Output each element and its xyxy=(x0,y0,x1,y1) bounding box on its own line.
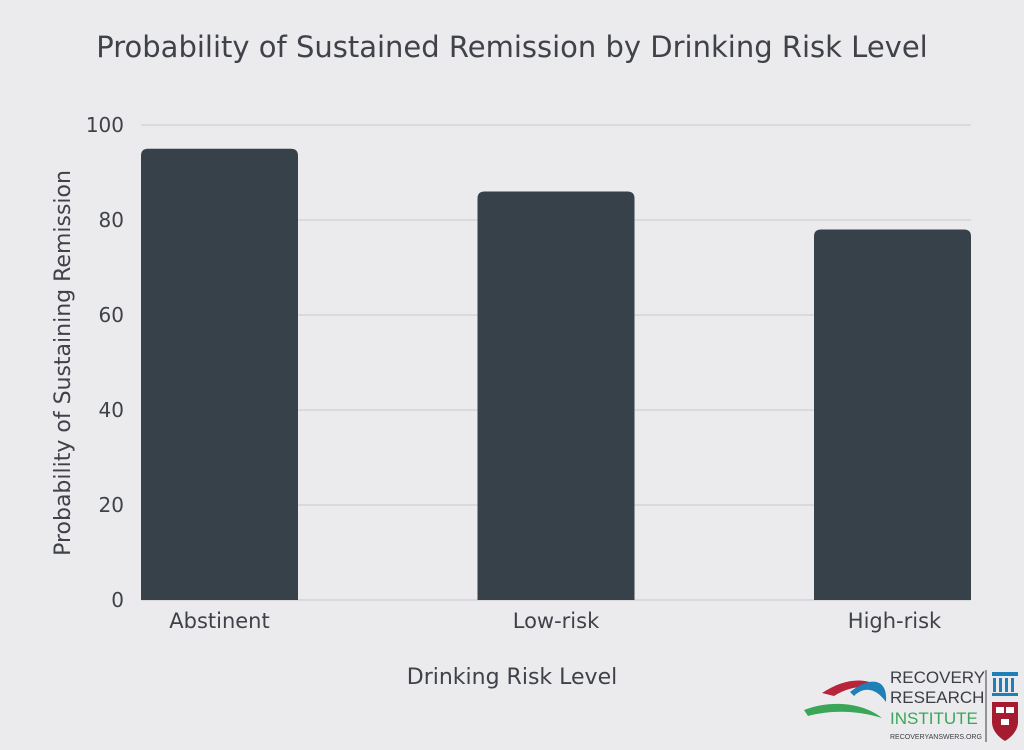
y-tick-label: 40 xyxy=(99,398,124,422)
building-icon xyxy=(992,672,1018,696)
green-swoosh-icon xyxy=(804,703,882,718)
harvard-shield-icon xyxy=(992,702,1018,741)
x-category-label: High-risk xyxy=(848,609,942,633)
chart-title: Probability of Sustained Remission by Dr… xyxy=(96,30,927,64)
logo-line3: INSTITUTE xyxy=(890,709,978,728)
bar-abstinent xyxy=(141,148,298,600)
bar-low-risk xyxy=(477,191,635,600)
blue-swoosh-icon xyxy=(850,681,887,702)
recovery-research-institute-logo: RECOVERY RESEARCH INSTITUTE RECOVERYANSW… xyxy=(804,668,1018,742)
logo-line2: RESEARCH xyxy=(890,688,984,707)
x-category-label: Low-risk xyxy=(513,609,600,633)
logo-line1: RECOVERY xyxy=(890,668,985,687)
x-category-label: Abstinent xyxy=(169,609,269,633)
x-axis-categories: Abstinent Low-risk High-risk xyxy=(169,609,942,633)
y-tick-label: 100 xyxy=(86,113,124,137)
y-tick-label: 0 xyxy=(111,588,124,612)
y-tick-label: 80 xyxy=(99,208,124,232)
y-tick-label: 20 xyxy=(99,493,124,517)
y-axis-label: Probability of Sustaining Remission xyxy=(51,170,76,556)
x-axis-label: Drinking Risk Level xyxy=(407,665,617,690)
logo-url: RECOVERYANSWERS.ORG xyxy=(890,734,982,741)
bars xyxy=(141,148,971,600)
bar-high-risk xyxy=(814,229,971,600)
y-axis-ticks: 0 20 40 60 80 100 xyxy=(86,113,124,612)
y-tick-label: 60 xyxy=(99,303,124,327)
